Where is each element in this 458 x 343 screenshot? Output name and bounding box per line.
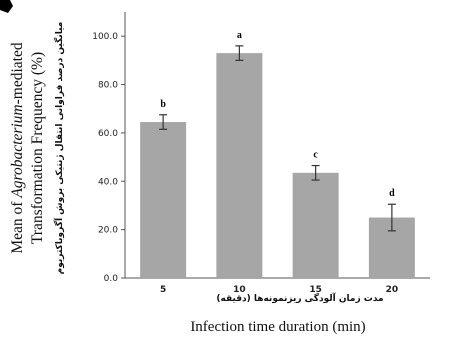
- bar: [292, 172, 339, 278]
- y-tick-label: 0.0: [104, 274, 119, 284]
- y-tick-label: 20.0: [98, 226, 118, 236]
- y-axis-label-line2: Transformation Frequency (%): [29, 52, 46, 244]
- y-tick-label: 80.0: [98, 81, 118, 91]
- y-tick-label: 40.0: [98, 177, 118, 187]
- y-axis-label-line1: Mean of Agrobacterium-mediated: [9, 42, 26, 253]
- y-axis-label-persian: میانگین درصد فراوانی انتقال ژنتیکی بروش …: [53, 22, 65, 275]
- significance-letter: d: [389, 188, 395, 199]
- significance-letter: a: [237, 30, 242, 41]
- x-tick-label: 20: [386, 285, 399, 295]
- bar: [140, 122, 187, 278]
- x-tick-label: 10: [233, 285, 246, 295]
- y-tick-label: 100.0: [92, 32, 118, 42]
- significance-letter: c: [313, 150, 318, 161]
- x-axis-label-persian: مدت زمان آلودگی ریزنمونه‌ها (دقیقه): [216, 292, 383, 304]
- x-tick-label: 5: [160, 285, 166, 295]
- corner-mark-icon: [0, 0, 13, 13]
- x-axis-label: Infection time duration (min): [190, 319, 365, 335]
- x-tick-label: 15: [309, 285, 322, 295]
- significance-letter: b: [160, 99, 166, 110]
- y-tick-label: 60.0: [98, 129, 118, 139]
- bar: [216, 53, 263, 278]
